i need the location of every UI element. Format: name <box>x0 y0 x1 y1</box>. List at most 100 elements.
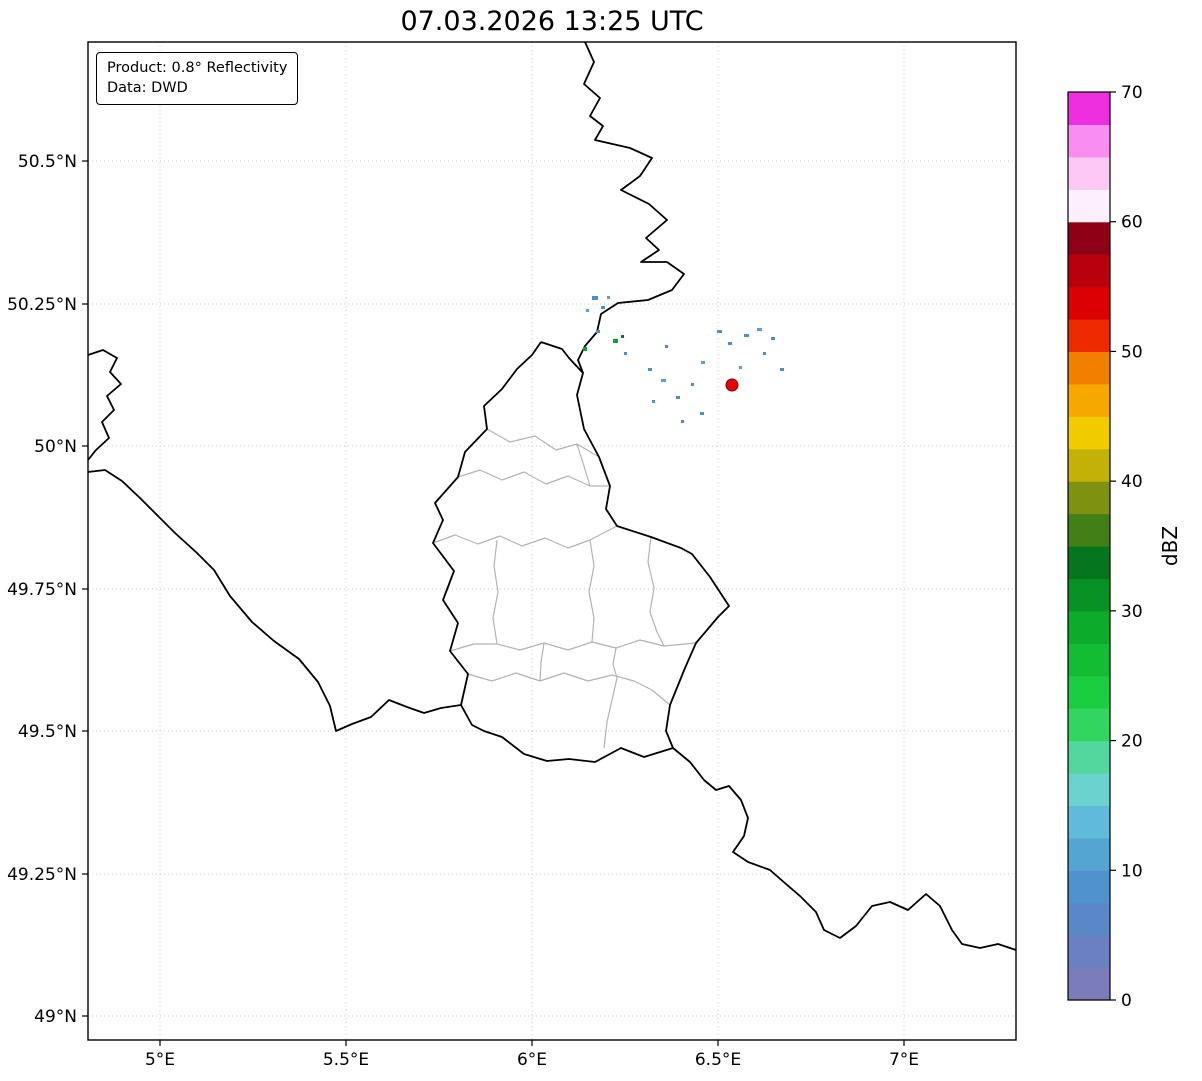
x-tick-label: 5°E <box>145 1050 175 1070</box>
national-borders <box>87 41 1017 951</box>
colorbar-band <box>1068 578 1110 612</box>
national-border-line <box>432 341 730 763</box>
echo-pixel <box>607 296 610 299</box>
colorbar-tick-label: 20 <box>1121 732 1143 752</box>
echo-pixel <box>648 368 652 371</box>
colorbar-tick-label: 0 <box>1121 991 1132 1011</box>
radar-echo-pixels <box>583 296 784 423</box>
canton-border-line <box>432 525 618 549</box>
y-tick-label: 50°N <box>34 437 77 457</box>
info-box-product-line: Product: 0.8° Reflectivity <box>107 60 288 76</box>
radar-site-marker <box>725 378 739 392</box>
y-tick-label: 50.25°N <box>7 295 77 315</box>
canton-border-line <box>539 642 545 682</box>
x-tick-label: 6.5°E <box>695 1050 741 1070</box>
colorbar-band <box>1068 837 1110 871</box>
colorbar-band <box>1068 481 1110 515</box>
national-border-line <box>672 747 1017 951</box>
colorbar-band <box>1068 416 1110 450</box>
colorbar-band <box>1068 902 1110 936</box>
echo-pixel <box>613 339 618 343</box>
echo-pixel <box>757 328 762 331</box>
colorbar: 0 10 20 30 40 50 60 70 dBZ <box>1067 83 1182 1011</box>
canton-border-line <box>457 469 610 487</box>
canton-border-line <box>647 536 665 647</box>
national-border-line <box>87 349 122 461</box>
x-tick-label: 7°E <box>889 1050 919 1070</box>
echo-pixel <box>583 347 587 351</box>
x-tick-label: 6°E <box>517 1050 547 1070</box>
canton-border-line <box>467 672 671 706</box>
colorbar-band <box>1068 740 1110 774</box>
y-tick-label: 49°N <box>34 1007 77 1027</box>
colorbar-band <box>1068 935 1110 969</box>
colorbar-band <box>1068 383 1110 417</box>
echo-pixel <box>701 361 705 364</box>
colorbar-tick-label: 30 <box>1121 602 1143 622</box>
echo-pixel <box>652 400 655 403</box>
colorbar-unit-label: dBZ <box>1158 526 1182 566</box>
echo-pixel <box>780 368 784 371</box>
colorbar-band <box>1068 156 1110 190</box>
latitude-gridlines <box>88 160 1016 1017</box>
canton-border-line <box>603 677 618 749</box>
echo-pixel <box>763 352 766 355</box>
canton-border-line <box>486 428 600 458</box>
colorbar-tick-label: 10 <box>1121 861 1143 881</box>
colorbar-band <box>1068 351 1110 385</box>
national-border-line <box>87 469 462 732</box>
info-box: Product: 0.8° Reflectivity Data: DWD <box>96 52 299 105</box>
luxembourg-canton-borders <box>432 428 697 749</box>
y-tick-label: 49.5°N <box>18 722 77 742</box>
colorbar-band <box>1068 254 1110 288</box>
colorbar-band <box>1068 675 1110 709</box>
y-tick-label: 50.5°N <box>18 152 77 172</box>
canton-border-line <box>576 443 591 487</box>
x-axis-ticks: 5°E 5.5°E 6°E 6.5°E 7°E <box>145 1040 919 1070</box>
colorbar-band <box>1068 805 1110 839</box>
colorbar-band <box>1068 286 1110 320</box>
canton-border-line <box>612 647 618 679</box>
colorbar-band <box>1068 708 1110 742</box>
colorbar-band <box>1068 546 1110 580</box>
canton-border-line <box>588 539 595 643</box>
colorbar-band <box>1068 124 1110 158</box>
echo-pixel <box>744 334 749 337</box>
info-box-data-line: Data: DWD <box>107 80 188 97</box>
colorbar-band <box>1068 448 1110 482</box>
canton-border-line <box>449 639 697 652</box>
echo-pixel <box>700 412 704 415</box>
colorbar-band <box>1068 967 1110 1001</box>
colorbar-tick-label: 60 <box>1121 213 1143 233</box>
echo-pixel <box>681 420 684 423</box>
colorbar-band <box>1068 773 1110 807</box>
radar-site-dot <box>725 378 739 392</box>
echo-pixel <box>691 383 694 386</box>
colorbar-band <box>1068 92 1110 126</box>
y-axis-ticks: 49°N 49.25°N 49.5°N 49.75°N 50°N 50.25°N 50.5°… <box>7 152 88 1027</box>
echo-pixel <box>728 342 732 345</box>
echo-pixel <box>624 352 627 355</box>
colorbar-band <box>1068 319 1110 353</box>
canton-border-line <box>492 539 499 645</box>
colorbar-band <box>1068 221 1110 255</box>
colorbar-band <box>1068 189 1110 223</box>
colorbar-tick-label: 70 <box>1121 83 1143 103</box>
echo-pixel <box>739 366 742 369</box>
x-tick-label: 5.5°E <box>323 1050 369 1070</box>
echo-pixel <box>661 379 666 382</box>
echo-pixel <box>676 396 680 399</box>
echo-pixel <box>621 335 624 338</box>
colorbar-tick-label: 50 <box>1121 342 1143 362</box>
echo-pixel <box>717 330 722 333</box>
echo-pixel <box>586 309 589 312</box>
colorbar-tick-label: 40 <box>1121 472 1143 492</box>
echo-pixel <box>771 337 775 340</box>
colorbar-band <box>1068 643 1110 677</box>
plot-frame <box>87 41 1017 1041</box>
echo-pixel <box>665 345 668 348</box>
national-border-line <box>577 41 685 374</box>
colorbar-band <box>1068 610 1110 644</box>
